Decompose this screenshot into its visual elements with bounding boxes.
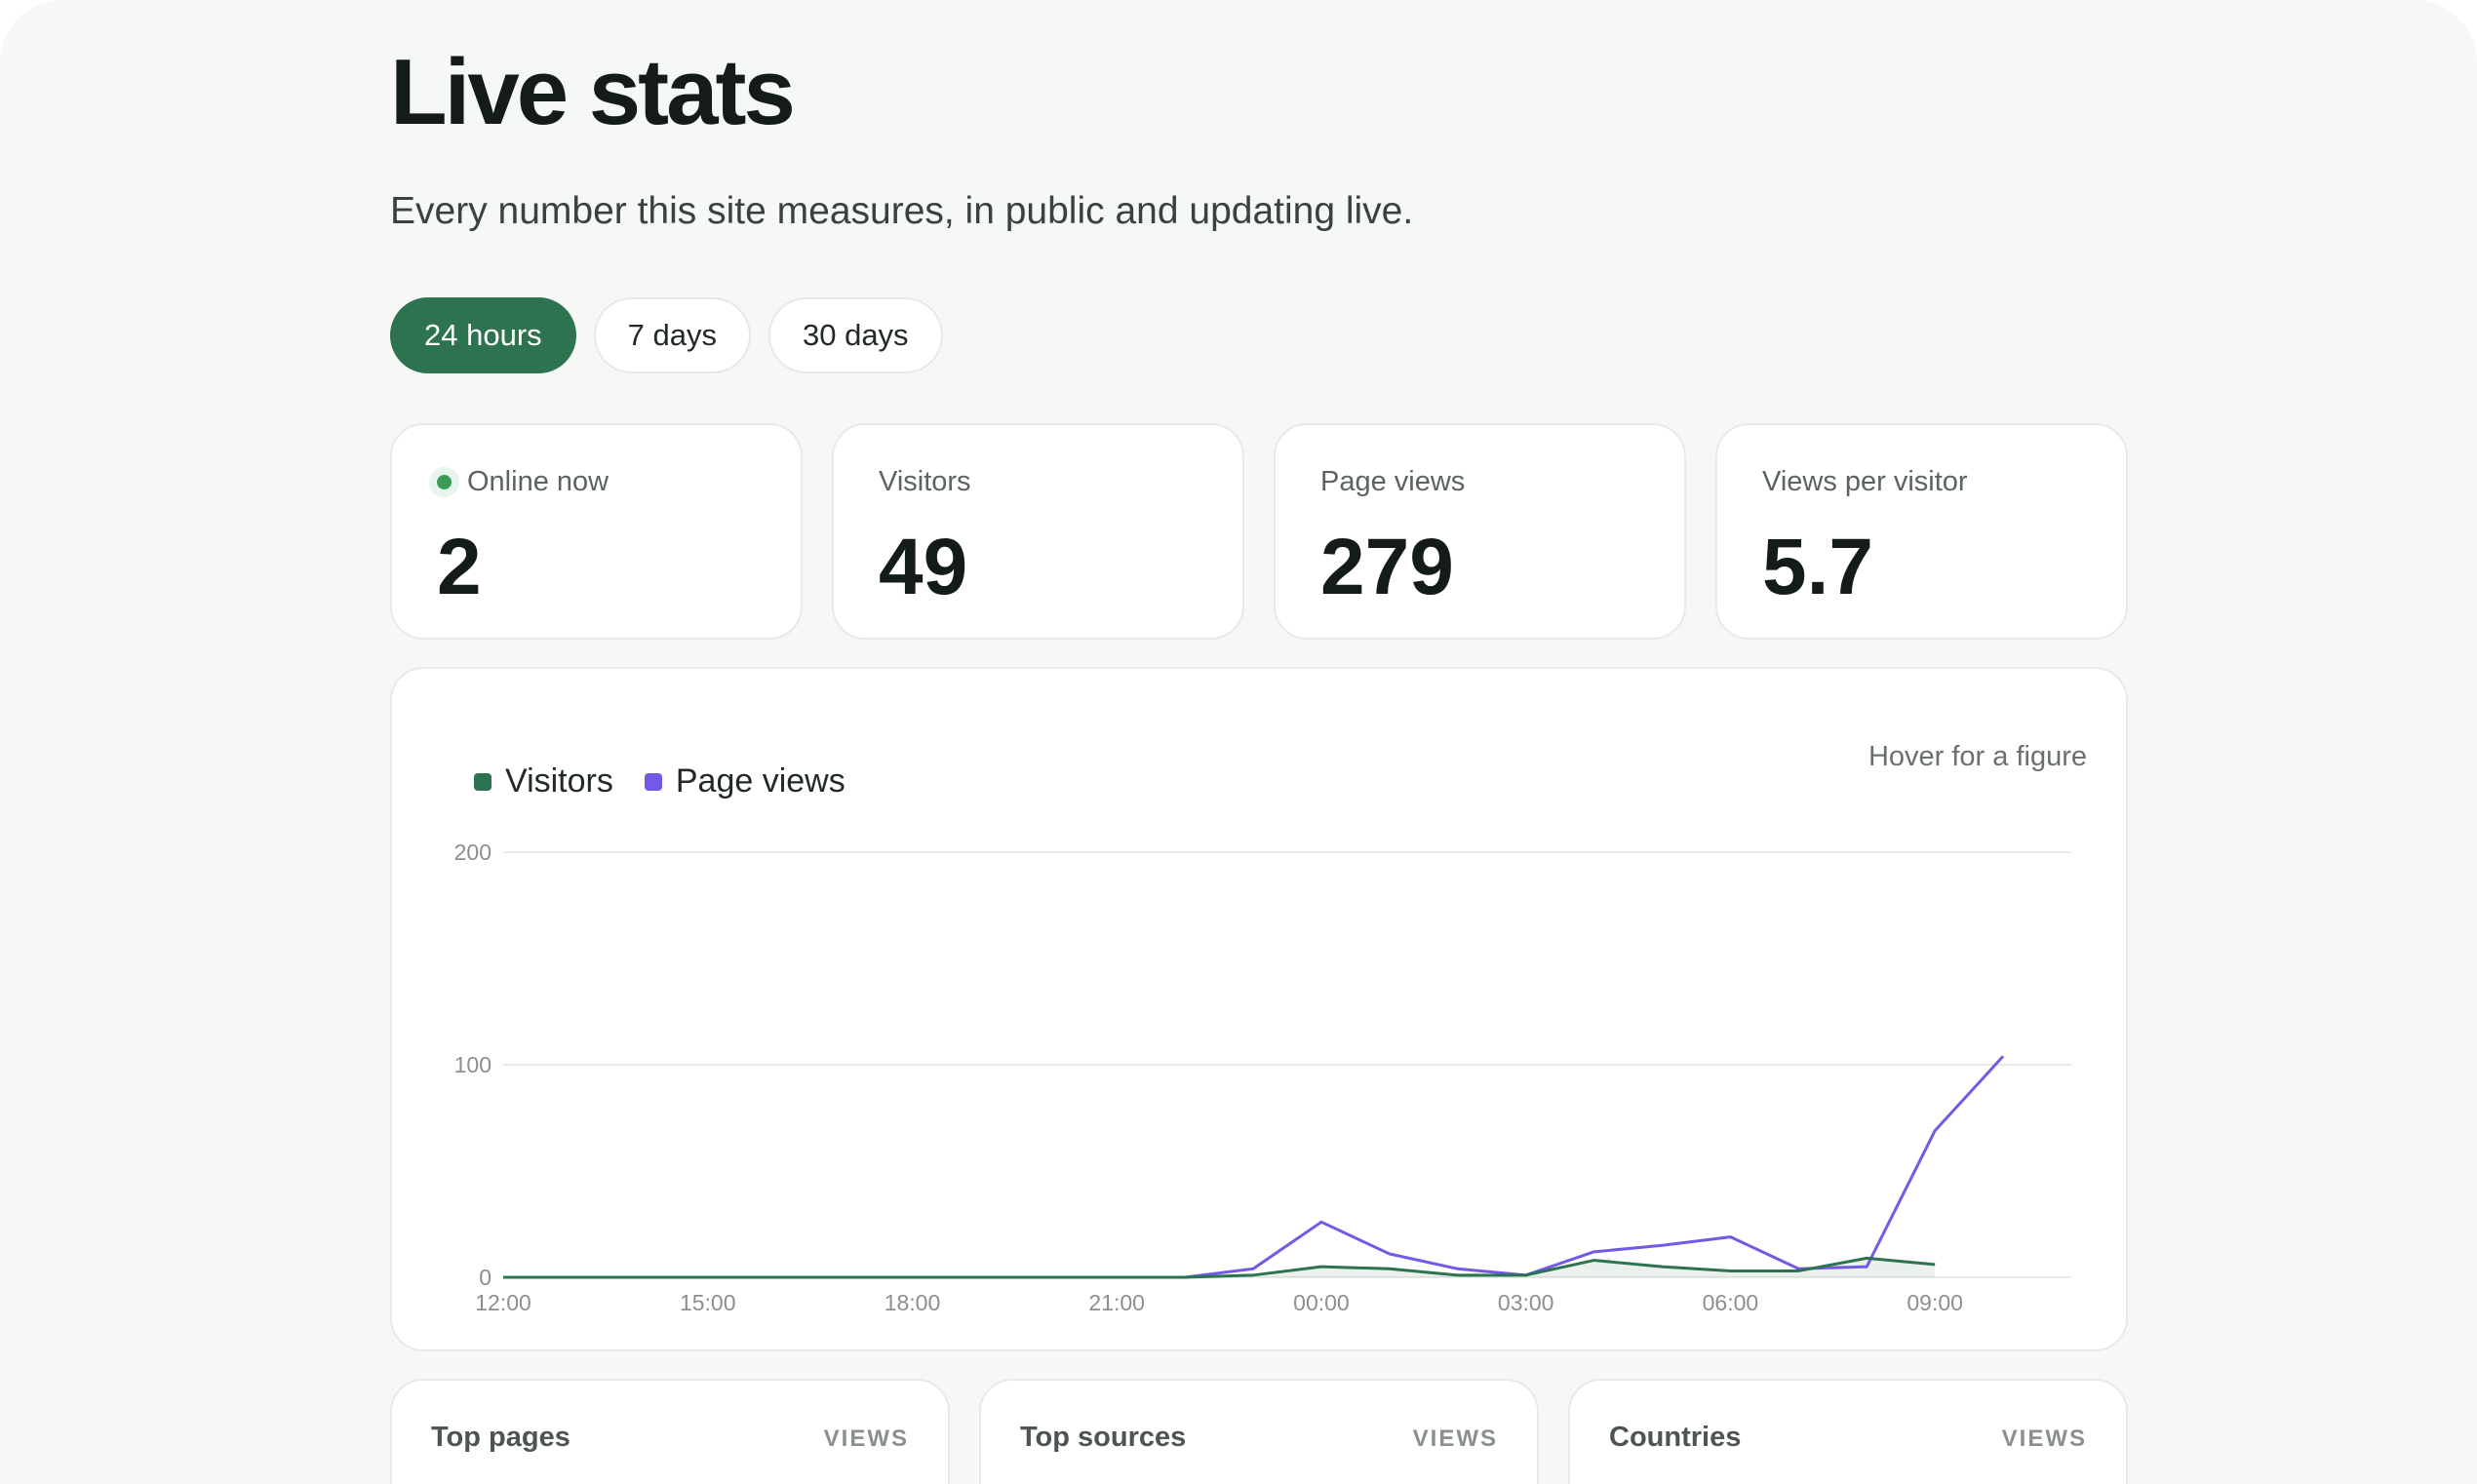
x-tick-label: 15:00 [680,1290,736,1315]
legend-item-visitors: Visitors [474,762,613,801]
stat-label: Page views [1320,466,1466,497]
hover-hint: Hover for a figure [1868,741,2087,772]
stat-card-views-per-visitor: Views per visitor 5.7 [1715,423,2128,640]
traffic-chart-card[interactable]: 0 100 200 12:00 15:00 18:00 21:00 00:00 03:00 06:… [390,667,2128,1351]
visitors-line [503,1256,1936,1279]
stat-label: Views per visitor [1762,466,1968,497]
stat-label: Online now [437,466,609,498]
live-dot-icon [437,475,452,489]
tab-7-days[interactable]: 7 days [593,297,751,373]
stat-label: Visitors [879,466,971,497]
panel-column-header: VIEWS [1412,1425,1498,1452]
x-tick-label: 03:00 [1498,1290,1554,1315]
page-title: Live stats [390,40,796,144]
panel-countries: Countries VIEWS [1568,1379,2128,1484]
panel-column-header: VIEWS [823,1425,909,1452]
y-tick-label: 0 [479,1265,491,1290]
x-tick-label: 12:00 [475,1290,531,1315]
panel-top-sources: Top sources VIEWS [979,1379,1539,1484]
panel-title: Top pages [431,1422,570,1453]
page-subtitle: Every number this site measures, in publ… [390,190,1414,232]
traffic-chart[interactable]: 0 100 200 12:00 15:00 18:00 21:00 00:00 03:00 06:… [392,669,2128,1351]
y-tick-label: 200 [454,840,491,865]
panel-top-pages: Top pages VIEWS [390,1379,950,1484]
legend-swatch-page-views [644,772,662,791]
x-tick-label: 00:00 [1293,1290,1350,1315]
stat-value-views-per-visitor: 5.7 [1762,523,1873,611]
chart-legend: Visitors Page views [474,762,845,801]
panel-title: Top sources [1020,1422,1187,1453]
stat-value-online-now: 2 [437,523,482,611]
stat-card-page-views: Page views 279 [1274,423,1686,640]
x-tick-label: 06:00 [1703,1290,1759,1315]
x-tick-label: 18:00 [885,1290,941,1315]
time-range-tabs: 24 hours 7 days 30 days [390,297,943,373]
tab-30-days[interactable]: 30 days [767,297,943,373]
visitors-area [503,1258,1936,1277]
page-views-line [503,1055,2005,1279]
legend-label: Page views [675,762,845,800]
x-tick-label: 09:00 [1907,1290,1963,1315]
panel-column-header: VIEWS [2001,1425,2087,1452]
x-tick-label: 21:00 [1088,1290,1145,1315]
stat-card-visitors: Visitors 49 [832,423,1244,640]
tab-24-hours[interactable]: 24 hours [390,297,576,373]
y-tick-label: 100 [454,1052,491,1077]
legend-swatch-visitors [474,772,491,791]
legend-item-page-views: Page views [644,762,845,801]
legend-label: Visitors [505,762,613,800]
stat-value-visitors: 49 [879,523,968,611]
stat-value-page-views: 279 [1320,523,1454,611]
stats-row: Online now 2 Visitors 49 Page views 279 … [390,423,2128,640]
stat-card-online-now: Online now 2 [390,423,803,640]
panel-title: Countries [1609,1422,1742,1453]
stat-label-text: Online now [467,466,609,497]
breakdown-panels: Top pages VIEWS Top sources VIEWS Countr… [390,1379,2128,1484]
